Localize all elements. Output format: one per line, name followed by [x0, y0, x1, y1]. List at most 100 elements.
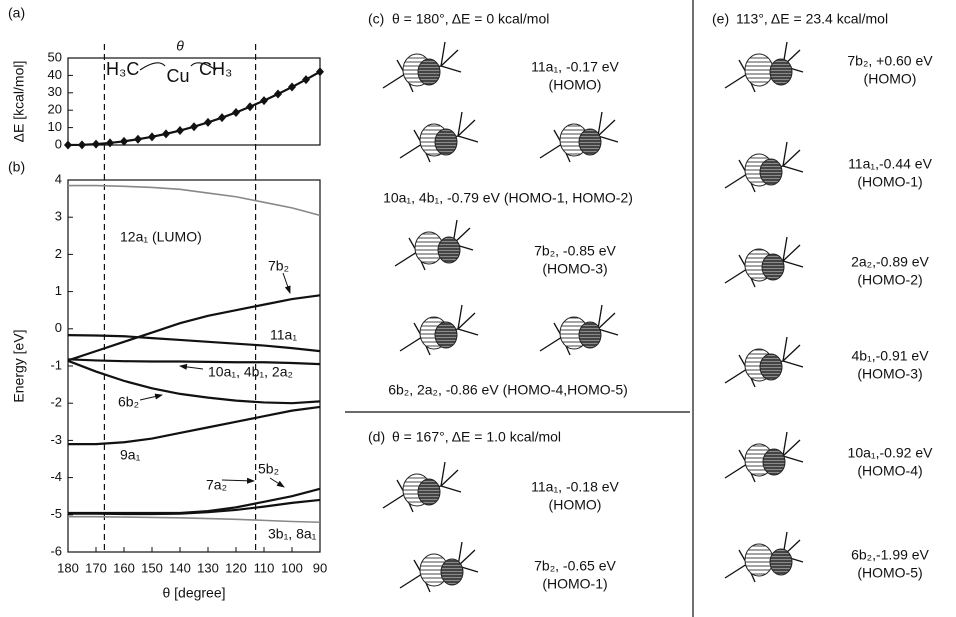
- y-tick-label: -2: [50, 395, 62, 410]
- series-label: 11a₁: [270, 327, 297, 343]
- orbital-caption: 6b₂,-1.99 eV: [851, 547, 929, 563]
- orbital-lobe: [745, 54, 773, 86]
- series-line: [68, 489, 320, 513]
- orbital: [400, 542, 478, 592]
- y-tick-label: -5: [50, 506, 62, 521]
- orbital-caption: 6b₂, 2a₂, -0.86 eV (HOMO-4,HOMO-5): [388, 382, 628, 398]
- orbital-lobe: [770, 549, 792, 575]
- orbital-caption: (HOMO): [549, 77, 602, 93]
- y-tick-label: 4: [55, 171, 62, 186]
- orbital-lobe: [579, 322, 601, 348]
- data-point: [204, 118, 212, 127]
- y-axis-label: Energy [eV]: [11, 329, 27, 402]
- panel-label: (a): [8, 5, 25, 21]
- annotation: H₃C: [106, 59, 139, 79]
- orbital-lobe: [438, 237, 460, 263]
- x-axis-label: θ [degree]: [162, 585, 225, 601]
- orbital-caption: (HOMO-5): [857, 565, 922, 581]
- series-line: [68, 517, 320, 523]
- orbital-caption: 10a₁, 4b₁, -0.79 eV (HOMO-1, HOMO-2): [383, 190, 633, 206]
- x-tick-label: 130: [197, 560, 219, 575]
- orbital-caption: 10a₁,-0.92 eV: [848, 445, 934, 461]
- series-label: 5b₂: [258, 461, 279, 477]
- y-tick-label: 2: [55, 246, 62, 261]
- orbital-lobe: [435, 129, 457, 155]
- orbital: [540, 112, 618, 162]
- series-label: 6b₂: [118, 394, 139, 410]
- orbital-lobe: [760, 159, 782, 185]
- orbital: [725, 42, 803, 92]
- label-arrow: [180, 366, 203, 369]
- series-label: 12a₁ (LUMO): [120, 229, 202, 245]
- orbital-lobe: [760, 354, 782, 380]
- orbital-caption: 7b₂, -0.85 eV: [534, 243, 616, 259]
- y-tick-label: 10: [48, 119, 62, 134]
- orbital-caption: (HOMO): [864, 71, 917, 87]
- y-tick-label: 0: [55, 320, 62, 335]
- x-tick-label: 120: [225, 560, 247, 575]
- y-tick-label: -6: [50, 543, 62, 558]
- data-point: [176, 126, 184, 135]
- orbital-caption: 11a₁, -0.18 eV: [531, 479, 619, 495]
- orbital-lobe: [745, 544, 773, 576]
- orbital-caption: 11a₁, -0.17 eV: [531, 59, 619, 75]
- panel-title: θ = 167°, ΔE = 1.0 kcal/mol: [392, 429, 561, 445]
- y-tick-label: -4: [50, 469, 62, 484]
- orbital-caption: (HOMO-1): [542, 576, 607, 592]
- y-axis-label: ΔE [kcal/mol]: [11, 61, 27, 143]
- orbital-lobe: [579, 129, 601, 155]
- panel-label: (c): [368, 11, 384, 27]
- orbital-caption: (HOMO-4): [857, 463, 922, 479]
- data-point: [232, 108, 240, 117]
- data-point: [162, 129, 170, 138]
- panel-title: θ = 180°, ΔE = 0 kcal/mol: [392, 11, 549, 27]
- orbital-lobe: [441, 559, 463, 585]
- series-line: [68, 186, 320, 216]
- orbital-caption: 7b₂, +0.60 eV: [847, 53, 933, 69]
- orbital-lobe: [763, 449, 785, 475]
- series-line: [68, 72, 320, 145]
- data-point: [78, 140, 86, 149]
- y-tick-label: 30: [48, 84, 62, 99]
- series-line: [68, 407, 320, 444]
- data-point: [288, 83, 296, 92]
- orbital: [540, 305, 618, 355]
- data-point: [64, 141, 72, 150]
- series-label: 3b₁, 8a₁: [268, 526, 317, 542]
- y-tick-label: 1: [55, 283, 62, 298]
- orbital-caption: 11a₁,-0.44 eV: [848, 156, 933, 172]
- figure: (a)01020304050ΔE [kcal/mol]H₃CCuCH₃θ(b)-…: [0, 0, 956, 617]
- orbital-caption: (HOMO-3): [857, 366, 922, 382]
- series-label: 7b₂: [268, 258, 289, 274]
- orbital-lobe: [418, 479, 440, 505]
- orbital: [725, 532, 803, 582]
- panel-label: (b): [8, 159, 25, 175]
- y-tick-label: 20: [48, 102, 62, 117]
- orbital-lobe: [770, 59, 792, 85]
- panel-title: 113°, ΔE = 23.4 kcal/mol: [736, 11, 888, 27]
- data-point: [190, 122, 198, 131]
- orbital-lobe: [435, 322, 457, 348]
- y-tick-label: 40: [48, 67, 62, 82]
- panel-label: (e): [712, 11, 729, 27]
- orbital: [400, 305, 478, 355]
- x-tick-label: 100: [281, 560, 303, 575]
- data-point: [218, 113, 226, 122]
- orbital: [395, 220, 473, 270]
- data-point: [316, 67, 324, 76]
- data-point: [260, 96, 268, 105]
- orbital-caption: (HOMO-3): [542, 261, 607, 277]
- annotation: CH₃: [199, 59, 232, 79]
- y-tick-label: 3: [55, 209, 62, 224]
- orbital: [400, 112, 478, 162]
- orbital: [383, 462, 461, 512]
- y-tick-label: 50: [48, 49, 62, 64]
- x-tick-label: 140: [169, 560, 191, 575]
- panel-label: (d): [368, 429, 385, 445]
- orbital-caption: 7b₂, -0.65 eV: [534, 558, 616, 574]
- label-arrow: [140, 395, 162, 400]
- series-label: 9a₁: [120, 447, 141, 463]
- data-point: [134, 135, 142, 144]
- annotation: θ: [176, 38, 184, 54]
- y-tick-label: -1: [50, 357, 62, 372]
